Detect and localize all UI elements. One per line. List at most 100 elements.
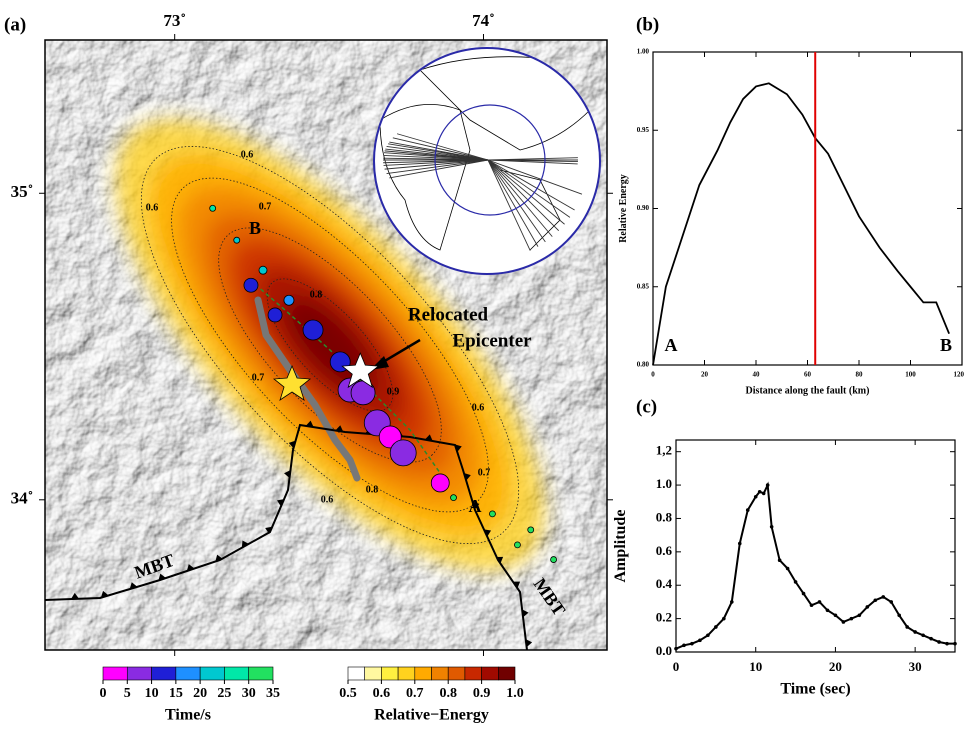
contour-label: 0.7 bbox=[259, 201, 272, 212]
ray bbox=[487, 159, 575, 211]
ray bbox=[386, 145, 489, 161]
point bbox=[825, 608, 830, 613]
mbt-tooth bbox=[265, 526, 273, 535]
point bbox=[833, 613, 838, 618]
point bbox=[857, 613, 862, 618]
plot-frame bbox=[652, 51, 963, 366]
colorbar-label: 15 bbox=[169, 686, 183, 701]
x-tick-label: 0 bbox=[651, 371, 655, 379]
point bbox=[777, 558, 782, 562]
point bbox=[714, 625, 718, 629]
contour-label: 0.9 bbox=[387, 386, 400, 397]
subevent bbox=[243, 277, 259, 293]
x-axis-label: Time (sec) bbox=[780, 681, 850, 698]
inset-globe bbox=[373, 47, 601, 275]
ray bbox=[383, 154, 489, 161]
annotation: Relocated bbox=[408, 304, 489, 325]
mbt-tooth bbox=[305, 420, 314, 428]
colorbar-label: 20 bbox=[193, 686, 207, 701]
plot-frame bbox=[675, 439, 956, 653]
lon-label: 74˚ bbox=[472, 11, 495, 30]
colorbar-cell bbox=[151, 666, 177, 681]
end-label: B bbox=[249, 218, 261, 238]
lon-label: 73˚ bbox=[163, 11, 186, 30]
point bbox=[897, 613, 901, 618]
colorbar-cell bbox=[224, 666, 250, 681]
subevent bbox=[389, 439, 417, 467]
panel-label: (a) bbox=[4, 14, 26, 35]
point bbox=[785, 566, 790, 571]
colorbar-cell bbox=[199, 666, 225, 681]
contour-label: 0.6 bbox=[321, 494, 334, 505]
ray bbox=[487, 159, 560, 232]
colorbar-label: 30 bbox=[242, 686, 256, 701]
y-tick-label: 0.0 bbox=[656, 643, 672, 658]
subevent bbox=[514, 541, 521, 549]
annotation: B bbox=[940, 335, 952, 355]
contour bbox=[171, 177, 489, 513]
ray bbox=[487, 159, 583, 195]
x-tick-label: 0 bbox=[673, 659, 680, 674]
point bbox=[809, 603, 814, 608]
panel-label: (c) bbox=[636, 396, 657, 417]
ray bbox=[384, 159, 489, 170]
point bbox=[881, 595, 886, 599]
point bbox=[913, 630, 917, 634]
y-tick-label: 1.0 bbox=[656, 476, 672, 491]
colorbar-label: 35 bbox=[266, 686, 280, 701]
point bbox=[737, 541, 742, 546]
mbt-tooth bbox=[158, 573, 166, 581]
contour-label: 0.6 bbox=[241, 149, 254, 160]
colorbar-label: 5 bbox=[124, 686, 131, 701]
colorbar-cell bbox=[414, 666, 432, 681]
annotation: Epicenter bbox=[452, 330, 532, 351]
colorbar-label: 10 bbox=[145, 686, 159, 701]
subevent bbox=[450, 494, 457, 502]
mbt-tooth bbox=[495, 556, 504, 564]
point bbox=[682, 643, 686, 648]
lat-label: 34˚ bbox=[11, 489, 34, 508]
mbt-tooth bbox=[288, 440, 296, 449]
colorbar-cell bbox=[347, 666, 366, 681]
point bbox=[745, 508, 750, 512]
x-tick-label: 10 bbox=[749, 659, 762, 674]
mbt-tooth bbox=[472, 501, 480, 510]
ray bbox=[386, 159, 489, 175]
point bbox=[765, 483, 770, 487]
contour bbox=[266, 278, 394, 412]
ray bbox=[388, 143, 489, 161]
lat-label: 35˚ bbox=[11, 182, 34, 201]
panel-label: (b) bbox=[636, 14, 659, 35]
point bbox=[905, 625, 909, 629]
colorbar-cell bbox=[175, 666, 201, 681]
colorbar-cell bbox=[126, 666, 152, 681]
colorbar-title: Time/s bbox=[165, 707, 211, 724]
colorbar-cell bbox=[381, 666, 399, 681]
point bbox=[945, 641, 949, 646]
point bbox=[801, 591, 806, 596]
y-axis-label: Relative Energy bbox=[618, 174, 629, 243]
subevent bbox=[302, 319, 324, 341]
y-tick-label: 0.85 bbox=[637, 282, 650, 290]
y-tick-label: 0.80 bbox=[637, 361, 650, 369]
contour-label: 0.8 bbox=[366, 484, 379, 495]
point bbox=[865, 605, 870, 609]
colorbar-label: 0 bbox=[100, 686, 107, 701]
point bbox=[841, 620, 846, 624]
mbt-tooth bbox=[335, 425, 344, 432]
point bbox=[937, 640, 941, 644]
x-axis-label: Distance along the fault (km) bbox=[746, 385, 870, 396]
x-tick-label: 40 bbox=[753, 371, 761, 379]
mbt-tooth bbox=[522, 609, 529, 618]
point bbox=[929, 636, 933, 641]
mbt-tooth bbox=[186, 564, 195, 572]
point bbox=[793, 580, 798, 584]
x-tick-label: 20 bbox=[701, 371, 709, 379]
point bbox=[849, 616, 854, 621]
epicenter-star bbox=[272, 364, 312, 401]
colorbar-label: 0.9 bbox=[473, 686, 491, 701]
point bbox=[921, 633, 925, 638]
subevent bbox=[489, 510, 496, 518]
y-tick-label: 1,2 bbox=[656, 443, 672, 458]
